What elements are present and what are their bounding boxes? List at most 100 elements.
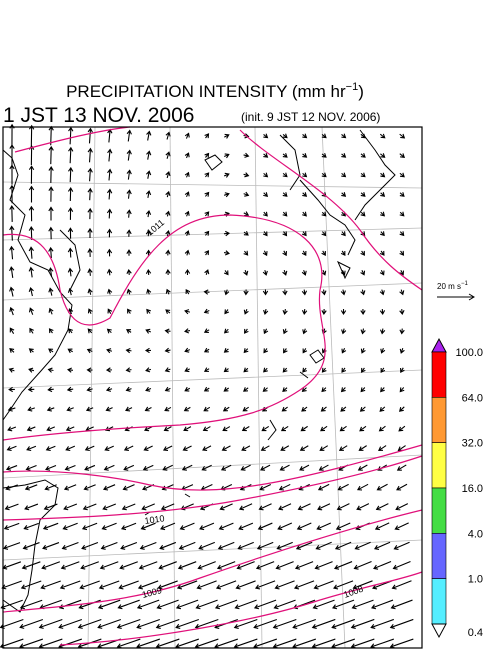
wind-arrow	[357, 464, 368, 471]
wind-arrow	[136, 599, 160, 610]
wind-arrow	[41, 561, 61, 570]
wind-arrow	[399, 289, 405, 296]
wind-arrow	[352, 580, 373, 590]
wind-arrow	[58, 619, 83, 629]
wind-arrow	[321, 172, 327, 178]
wind-arrow	[203, 347, 210, 353]
wind-arrow	[203, 406, 211, 412]
colorbar: 100.0 64.0 32.0 16.0 4.0 1.0 0.4	[431, 337, 483, 639]
wind-arrow	[340, 289, 346, 296]
wind-arrow	[165, 288, 171, 295]
wind-arrow	[301, 308, 308, 316]
wind-arrow	[26, 426, 36, 432]
wind-arrow	[145, 190, 152, 199]
wind-arrow	[380, 192, 386, 197]
colorbar-label: 16.0	[462, 483, 483, 495]
wind-arrow	[319, 445, 329, 451]
wind-arrow	[360, 347, 366, 354]
wind-arrow	[379, 328, 386, 335]
reference-label: 20 m s−1	[437, 281, 469, 291]
wind-arrow	[165, 190, 171, 198]
wind-arrow	[67, 267, 74, 277]
colorbar-label: 1.0	[468, 574, 483, 586]
wind-arrow	[399, 250, 405, 256]
wind-arrow	[137, 580, 159, 590]
wind-arrow	[295, 541, 313, 550]
wind-arrow	[27, 406, 35, 412]
wind-arrow	[299, 445, 309, 451]
wind-arrow	[181, 464, 193, 471]
wind-arrow	[68, 328, 74, 334]
wind-arrow	[399, 308, 405, 316]
wind-arrow	[371, 599, 394, 610]
wind-arrow	[126, 268, 132, 276]
reference-vector: 20 m s−1	[437, 281, 475, 301]
wind-arrow	[379, 270, 385, 276]
wind-arrow	[278, 483, 291, 491]
wind-arrow	[184, 191, 190, 198]
wind-arrow	[243, 250, 249, 256]
wind-arrow	[9, 348, 15, 353]
wind-arrow	[237, 541, 254, 550]
wind-arrow	[359, 425, 367, 432]
wind-arrow	[380, 211, 385, 217]
wind-arrow	[273, 599, 296, 610]
colorbar-segment	[431, 487, 447, 534]
wind-arrow	[321, 231, 327, 237]
wind-arrow	[179, 522, 195, 531]
wind-arrow	[216, 561, 236, 570]
wind-arrow	[220, 464, 232, 471]
wind-arrow	[86, 348, 93, 354]
wind-arrow	[243, 230, 249, 236]
graticule	[2, 126, 423, 649]
wind-arrow	[263, 328, 269, 335]
wind-arrow	[238, 522, 254, 531]
wind-arrow	[253, 599, 277, 610]
wind-arrow	[301, 387, 307, 393]
wind-arrow	[107, 168, 113, 181]
wind-arrow	[204, 152, 210, 158]
wind-arrow	[28, 266, 34, 278]
wind-arrow	[1, 580, 22, 590]
wind-arrow	[123, 445, 134, 452]
wind-arrow	[379, 250, 385, 256]
title-exponent: −1	[346, 81, 359, 93]
wind-arrow	[341, 348, 347, 354]
wind-arrow	[68, 146, 74, 164]
wind-arrow	[336, 503, 350, 511]
wind-arrow	[375, 503, 389, 511]
wind-arrow	[121, 503, 136, 511]
wind-arrow	[126, 229, 132, 237]
reference-exponent: −1	[461, 281, 469, 287]
wind-arrow	[204, 230, 210, 236]
wind-arrow	[399, 133, 406, 139]
wind-arrow	[218, 522, 234, 531]
wind-arrow	[64, 464, 76, 471]
wind-arrow	[106, 348, 113, 354]
wind-arrow	[63, 484, 77, 491]
wind-arrow	[48, 246, 54, 259]
wind-arrow	[293, 580, 315, 590]
wind-arrow	[38, 619, 63, 629]
wind-arrow	[223, 386, 230, 392]
wind-arrow	[5, 465, 18, 471]
wind-arrow	[312, 599, 335, 610]
wind-arrow	[282, 152, 288, 158]
wind-arrow	[243, 191, 250, 197]
wind-arrow	[77, 618, 102, 629]
wind-arrow	[380, 387, 385, 393]
wind-arrow	[360, 328, 366, 335]
wind-arrow	[7, 426, 17, 432]
wind-arrow	[136, 618, 160, 629]
wind-arrow	[176, 580, 198, 590]
wind-arrow	[390, 599, 413, 610]
wind-arrow	[341, 367, 347, 373]
coastline	[204, 154, 223, 171]
wind-arrow	[238, 503, 253, 511]
wind-arrow	[46, 426, 55, 432]
wind-arrow	[256, 541, 274, 550]
wind-arrow	[28, 205, 35, 222]
colorbar-label: 4.0	[468, 528, 483, 540]
wind-arrow	[223, 172, 230, 178]
wind-arrow	[9, 306, 15, 316]
